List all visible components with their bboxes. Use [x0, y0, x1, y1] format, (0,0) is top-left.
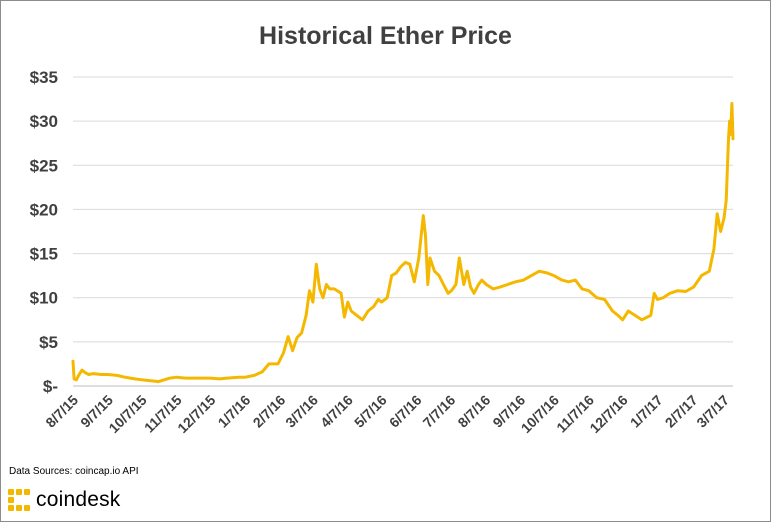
x-tick-label: 3/7/16 — [282, 392, 321, 431]
x-tick-label: 6/7/16 — [386, 392, 425, 431]
y-tick-label: $10 — [30, 289, 58, 308]
y-tick-label: $5 — [39, 333, 58, 352]
x-axis-tick-labels: 8/7/159/7/1510/7/1511/7/1512/7/151/7/162… — [42, 392, 732, 437]
x-tick-label: 1/7/16 — [215, 392, 254, 431]
price-line — [71, 102, 735, 384]
coindesk-wordmark: coindesk — [36, 488, 121, 511]
grid-lines — [73, 76, 733, 387]
coindesk-logo-icon — [8, 489, 30, 511]
y-tick-label: $30 — [30, 112, 58, 131]
y-tick-label: $25 — [30, 156, 58, 175]
x-tick-label: 8/7/15 — [42, 392, 81, 431]
x-tick-label: 12/7/16 — [586, 392, 630, 436]
x-tick-label: 10/7/16 — [518, 392, 562, 436]
x-tick-label: 1/7/17 — [627, 392, 666, 431]
x-tick-label: 2/7/16 — [250, 392, 289, 431]
x-tick-label: 5/7/16 — [351, 392, 390, 431]
y-tick-label: $- — [43, 377, 58, 396]
x-tick-label: 2/7/17 — [662, 392, 701, 431]
coindesk-logo: coindesk — [8, 489, 120, 511]
series-lines — [71, 102, 735, 384]
x-tick-label: 7/7/16 — [420, 392, 459, 431]
chart-title: Historical Ether Price — [259, 22, 512, 50]
x-tick-label: 8/7/16 — [454, 392, 493, 431]
y-tick-label: $20 — [30, 200, 58, 219]
x-tick-label: 10/7/15 — [105, 392, 149, 436]
y-tick-label: $15 — [30, 245, 58, 264]
x-tick-label: 12/7/15 — [174, 392, 218, 436]
x-tick-label: 4/7/16 — [317, 392, 356, 431]
y-tick-label: $35 — [30, 68, 58, 87]
data-source-note: Data Sources: coincap.io API — [9, 466, 139, 477]
x-tick-label: 3/7/17 — [693, 392, 732, 431]
y-axis-tick-labels: $- $5 $10 $15 $20 $25 $30 $35 — [30, 68, 58, 396]
